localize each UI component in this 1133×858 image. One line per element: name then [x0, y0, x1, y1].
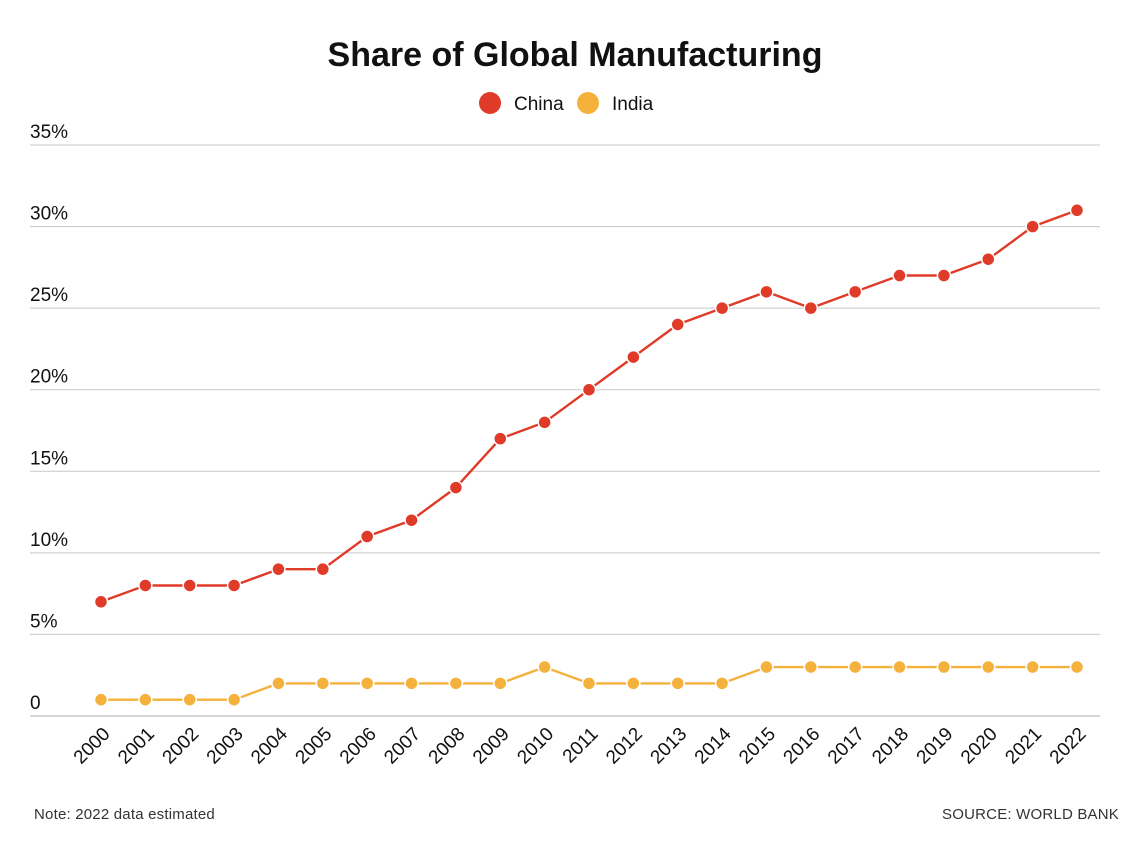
point-china-2018 — [892, 268, 907, 283]
x-tick-label-2020: 2020 — [957, 724, 1002, 769]
point-india-2014 — [714, 676, 730, 691]
point-china-2022 — [1069, 203, 1085, 218]
point-china-2008 — [448, 480, 464, 495]
x-tick-label-2021: 2021 — [1001, 724, 1046, 769]
x-tick-label-2022: 2022 — [1046, 724, 1091, 769]
point-india-2020 — [981, 659, 996, 675]
footnote-note: Note: 2022 data estimated — [34, 806, 215, 823]
point-india-2006 — [359, 676, 375, 691]
point-india-2004 — [271, 676, 286, 691]
x-tick-label-2007: 2007 — [380, 724, 425, 769]
point-china-2007 — [404, 512, 419, 528]
grid — [30, 144, 1100, 717]
x-tick-label-2016: 2016 — [780, 724, 825, 769]
point-china-2017 — [847, 284, 863, 300]
point-india-2011 — [581, 676, 597, 691]
point-china-2004 — [271, 561, 286, 577]
x-tick-label-2011: 2011 — [559, 724, 603, 768]
point-china-2002 — [182, 578, 197, 593]
x-tick-label-2006: 2006 — [336, 724, 381, 769]
x-tick-label-2015: 2015 — [735, 724, 780, 769]
point-china-2011 — [581, 382, 597, 397]
series-india — [93, 659, 1085, 707]
point-china-2001 — [138, 578, 153, 593]
chart-title: Share of Global Manufacturing — [328, 36, 823, 74]
point-china-2003 — [226, 578, 242, 593]
y-tick-label-15: 15% — [30, 448, 68, 469]
point-china-2005 — [315, 561, 331, 577]
x-tick-label-2013: 2013 — [647, 724, 692, 769]
point-india-2002 — [182, 692, 197, 707]
x-tick-label-2005: 2005 — [292, 724, 337, 769]
point-china-2006 — [359, 529, 375, 544]
point-china-2021 — [1025, 219, 1040, 234]
point-india-2008 — [448, 676, 464, 691]
point-india-2022 — [1069, 659, 1085, 675]
point-india-2018 — [892, 659, 907, 675]
point-india-2021 — [1025, 659, 1040, 675]
y-axis: 0 5% 10% 15% 20% 25% 30% 35% — [30, 122, 68, 714]
point-india-2001 — [138, 692, 153, 707]
legend-label-india: India — [612, 94, 654, 115]
x-tick-label-2009: 2009 — [469, 724, 514, 769]
point-china-2013 — [670, 317, 685, 332]
series-line-china — [100, 209, 1078, 603]
x-tick-label-2017: 2017 — [824, 724, 869, 769]
legend: China India — [479, 92, 654, 115]
x-tick-label-2000: 2000 — [70, 724, 115, 769]
x-tick-label-2010: 2010 — [513, 724, 558, 769]
point-india-2007 — [404, 676, 419, 691]
y-tick-label-30: 30% — [30, 204, 68, 225]
point-india-2005 — [315, 676, 331, 691]
point-india-2009 — [493, 676, 508, 691]
y-tick-label-20: 20% — [30, 367, 68, 388]
series-china — [93, 203, 1085, 610]
y-tick-label-0: 0 — [30, 693, 41, 714]
y-tick-label-5: 5% — [30, 611, 58, 632]
point-china-2016 — [803, 300, 819, 316]
x-tick-label-2002: 2002 — [159, 724, 204, 769]
point-india-2019 — [936, 659, 952, 675]
point-india-2010 — [537, 659, 552, 675]
x-tick-label-2012: 2012 — [602, 724, 647, 769]
point-china-2012 — [626, 349, 641, 365]
point-india-2013 — [670, 676, 685, 691]
y-tick-label-25: 25% — [30, 285, 68, 306]
legend-label-china: China — [514, 94, 564, 115]
point-india-2000 — [93, 692, 109, 707]
legend-swatch-china — [479, 92, 501, 114]
point-india-2017 — [847, 659, 863, 675]
point-china-2010 — [537, 415, 552, 430]
point-china-2015 — [759, 284, 774, 300]
point-india-2016 — [803, 659, 819, 675]
x-tick-label-2014: 2014 — [691, 723, 736, 768]
x-tick-label-2003: 2003 — [203, 724, 248, 769]
point-india-2015 — [759, 659, 774, 675]
series-layer — [93, 203, 1085, 707]
point-china-2014 — [714, 300, 730, 316]
point-china-2019 — [936, 268, 952, 283]
point-china-2009 — [493, 431, 508, 446]
point-india-2003 — [226, 692, 242, 707]
point-india-2012 — [626, 676, 641, 691]
y-tick-label-10: 10% — [30, 530, 68, 551]
x-tick-label-2001: 2001 — [114, 724, 159, 769]
x-tick-label-2018: 2018 — [868, 724, 913, 769]
legend-swatch-india — [577, 92, 599, 114]
x-tick-label-2004: 2004 — [247, 723, 292, 768]
point-china-2020 — [981, 251, 996, 267]
x-tick-label-2008: 2008 — [425, 724, 470, 769]
x-axis: 2000 2001 2002 2003 2004 2005 2006 2007 2008 2009… — [70, 723, 1091, 768]
x-tick-label-2019: 2019 — [913, 724, 958, 769]
footnote-source: SOURCE: WORLD BANK — [942, 806, 1119, 823]
y-tick-label-35: 35% — [30, 122, 68, 143]
point-china-2000 — [93, 594, 109, 610]
